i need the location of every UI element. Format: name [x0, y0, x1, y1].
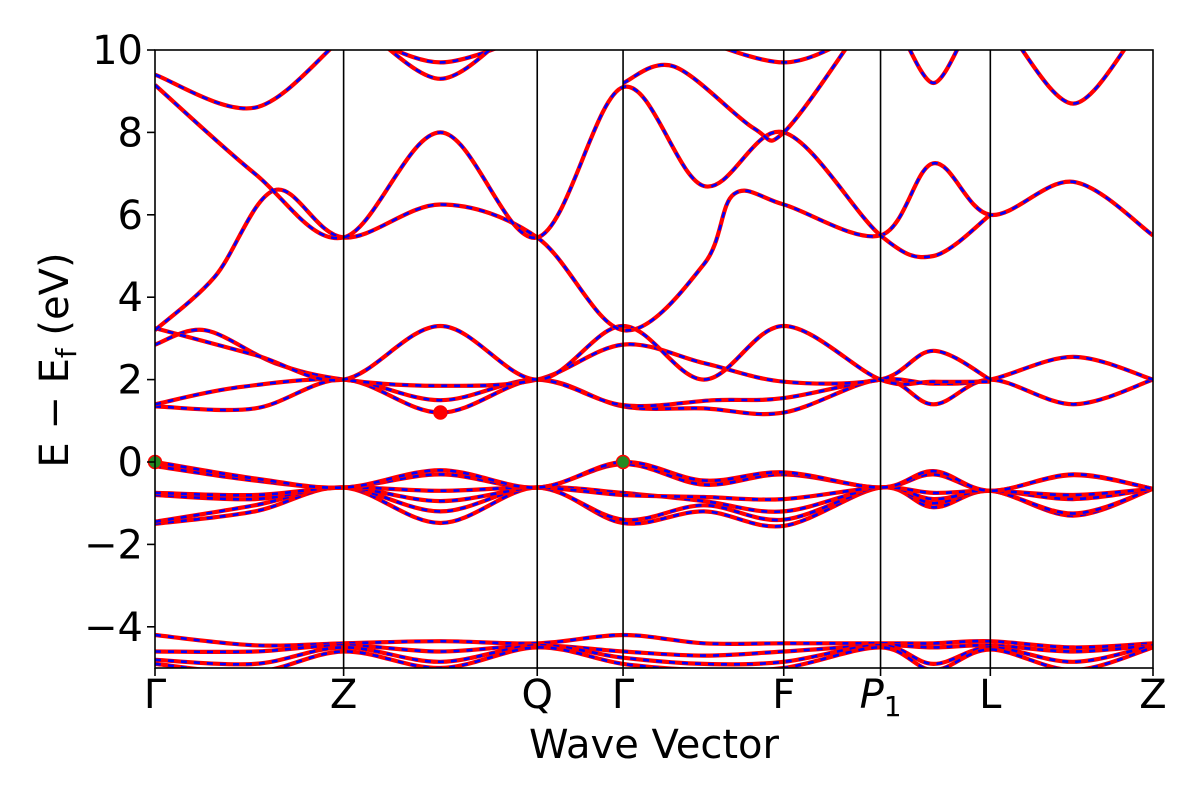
x-tick-label: Γ [612, 672, 635, 718]
band-line-12 [155, 50, 498, 111]
band-dash-17 [1020, 50, 1126, 105]
x-axis-title: Wave Vector [529, 722, 780, 768]
plot-area [155, 50, 1153, 668]
y-axis-ticks: −4 −2 0 2 4 6 8 10 [84, 28, 155, 651]
y-axis-title-subscript: f [50, 347, 83, 358]
x-tick-label: F [772, 672, 795, 718]
y-axis-title: E − Ef (eV) [32, 252, 83, 467]
y-axis-title-unit: (eV) [32, 252, 78, 348]
x-axis-ticks: Γ Z Q Γ F P1 L Z [144, 668, 1167, 723]
band-dash-11 [155, 84, 992, 259]
x-tick-label: Q [521, 672, 552, 718]
y-tick-label: 2 [118, 358, 143, 404]
x-tick-label: L [979, 672, 1002, 718]
plot-frame [154, 49, 1154, 669]
y-axis-title-main: E − E [32, 358, 78, 468]
x-tick-label: P1 [860, 672, 902, 723]
x-tick-label: Γ [144, 672, 167, 718]
band-dash-0 [155, 486, 1153, 528]
x-tick-label: Z [1139, 672, 1166, 718]
y-tick-label: −2 [84, 522, 143, 568]
band-dash-6 [155, 378, 1153, 416]
band-dash-10 [155, 161, 1153, 332]
y-tick-label: −4 [84, 605, 143, 651]
y-tick-label: 4 [118, 275, 143, 321]
band-dash-1 [155, 486, 1153, 523]
extremum-marker-1 [615, 454, 631, 470]
y-tick-label: 10 [92, 28, 143, 74]
plot-background [155, 50, 1153, 668]
y-tick-label: 8 [118, 110, 143, 156]
x-tick-label: Z [330, 672, 357, 718]
y-tick-label: 6 [118, 193, 143, 239]
k-path-lines [342, 50, 992, 668]
y-tick-label: 0 [118, 440, 143, 486]
extremum-marker-2 [433, 405, 448, 420]
axes-frame [154, 49, 1154, 669]
band-dash-14 [622, 50, 847, 142]
